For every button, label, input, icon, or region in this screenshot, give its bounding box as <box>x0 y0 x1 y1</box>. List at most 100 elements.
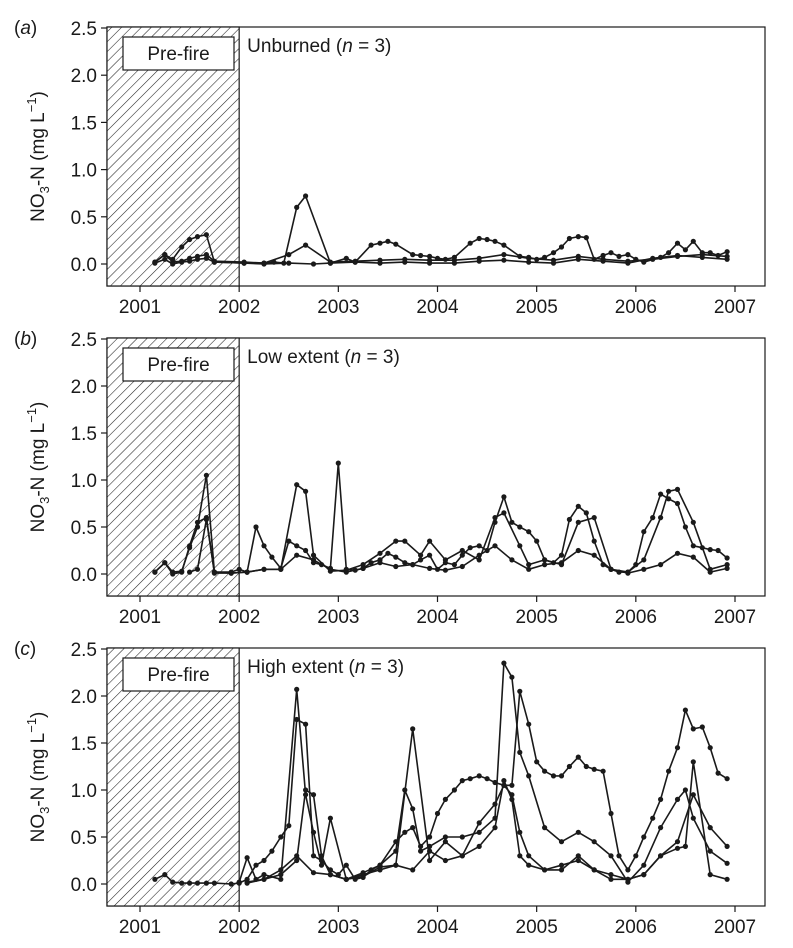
data-point <box>625 876 631 882</box>
data-point <box>476 820 482 826</box>
data-point <box>442 796 448 803</box>
prefire-label: Pre-fire <box>147 355 209 376</box>
data-point <box>724 562 730 568</box>
data-point <box>194 256 201 262</box>
x-tick-label: 2006 <box>615 607 657 628</box>
data-point <box>666 488 672 494</box>
data-point <box>501 510 507 516</box>
data-point <box>261 261 267 267</box>
data-point <box>558 862 565 868</box>
data-point <box>368 242 374 248</box>
data-point <box>187 569 193 575</box>
x-tick-label: 2003 <box>317 297 359 318</box>
data-point <box>385 238 391 244</box>
data-point <box>261 566 267 572</box>
data-point <box>674 486 681 492</box>
y-axis-label: NO3-N (mg L−1) <box>24 712 52 843</box>
data-point <box>410 726 416 732</box>
data-point <box>385 550 391 556</box>
y-axis-label-sup: −1 <box>24 718 39 733</box>
data-point <box>526 853 532 859</box>
data-point <box>625 867 631 873</box>
data-point <box>152 569 158 575</box>
data-point <box>690 543 696 549</box>
data-point <box>360 873 366 880</box>
data-point <box>170 879 176 885</box>
data-point <box>211 259 217 265</box>
data-point <box>575 853 581 859</box>
data-point <box>442 557 448 563</box>
data-point <box>418 552 424 558</box>
y-axis-label-sub: 3 <box>37 807 52 814</box>
data-point <box>303 547 309 554</box>
data-point <box>575 256 581 262</box>
data-point <box>658 491 664 497</box>
series-line <box>154 195 728 264</box>
data-point <box>658 796 664 803</box>
panel-a: Pre-fire Unburned (n = 3) (a) 0.0 0.5 1.0 1.5 2… <box>14 18 766 318</box>
prefire-label: Pre-fire <box>147 44 209 65</box>
x-tick-label: 2003 <box>317 607 359 628</box>
data-point <box>179 259 185 265</box>
data-point <box>286 260 292 266</box>
series-3 <box>152 252 730 267</box>
data-point <box>343 569 349 575</box>
data-point <box>707 547 713 553</box>
data-point <box>368 560 374 566</box>
x-tick-label: 2001 <box>119 917 161 938</box>
data-point <box>459 834 465 840</box>
data-point <box>542 825 548 831</box>
data-point <box>517 853 523 859</box>
data-point <box>591 515 597 521</box>
prefire-label: Pre-fire <box>147 665 209 686</box>
data-point <box>294 716 300 723</box>
panel-title-n: n <box>351 347 362 368</box>
data-point <box>707 825 713 831</box>
data-point <box>194 234 201 240</box>
data-point <box>318 853 325 859</box>
panel-letter: (a) <box>14 18 37 39</box>
data-point <box>501 252 507 258</box>
data-point <box>682 524 689 530</box>
data-point <box>442 834 448 840</box>
data-point <box>724 860 730 866</box>
data-point <box>244 879 250 885</box>
data-point <box>476 829 482 835</box>
data-point <box>625 260 631 266</box>
data-point <box>690 519 696 525</box>
data-point <box>170 261 176 267</box>
data-point <box>360 565 366 572</box>
data-point <box>658 825 664 831</box>
data-point <box>343 862 349 868</box>
y-axis-label-mid: -N (mg L <box>28 423 49 497</box>
panel-title-post: = 3) <box>365 657 404 678</box>
data-point <box>674 839 681 845</box>
prefire-label-box <box>122 657 235 692</box>
x-tick-label: 2007 <box>714 607 756 628</box>
data-point <box>575 503 581 509</box>
data-point <box>476 258 482 264</box>
data-point <box>418 848 424 854</box>
data-point <box>467 545 473 551</box>
y-tick-label: 2.0 <box>71 377 97 398</box>
y-axis-label-end: ) <box>28 402 49 408</box>
data-point <box>550 260 557 266</box>
data-point <box>501 494 507 500</box>
data-point <box>294 204 300 210</box>
data-point <box>625 570 631 576</box>
data-point <box>526 721 532 727</box>
data-point <box>666 250 672 256</box>
data-point <box>724 249 730 255</box>
data-point <box>427 857 433 864</box>
data-point <box>724 555 730 561</box>
data-point <box>542 557 548 563</box>
data-point <box>203 252 209 258</box>
data-point <box>526 862 532 868</box>
data-point <box>501 257 507 263</box>
data-point <box>658 562 664 568</box>
data-point <box>269 848 275 854</box>
data-point <box>682 787 689 793</box>
data-point <box>393 538 399 544</box>
series-3 <box>187 516 730 576</box>
data-point <box>253 524 259 530</box>
